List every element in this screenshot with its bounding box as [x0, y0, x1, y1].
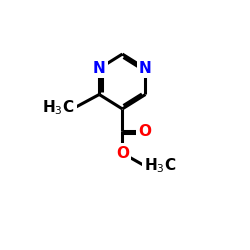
Text: N: N — [139, 61, 152, 76]
Text: N: N — [93, 61, 106, 76]
Text: H$_3$C: H$_3$C — [144, 156, 177, 175]
Text: O: O — [116, 146, 129, 161]
Text: H$_3$C: H$_3$C — [42, 98, 74, 117]
Text: O: O — [138, 124, 151, 138]
